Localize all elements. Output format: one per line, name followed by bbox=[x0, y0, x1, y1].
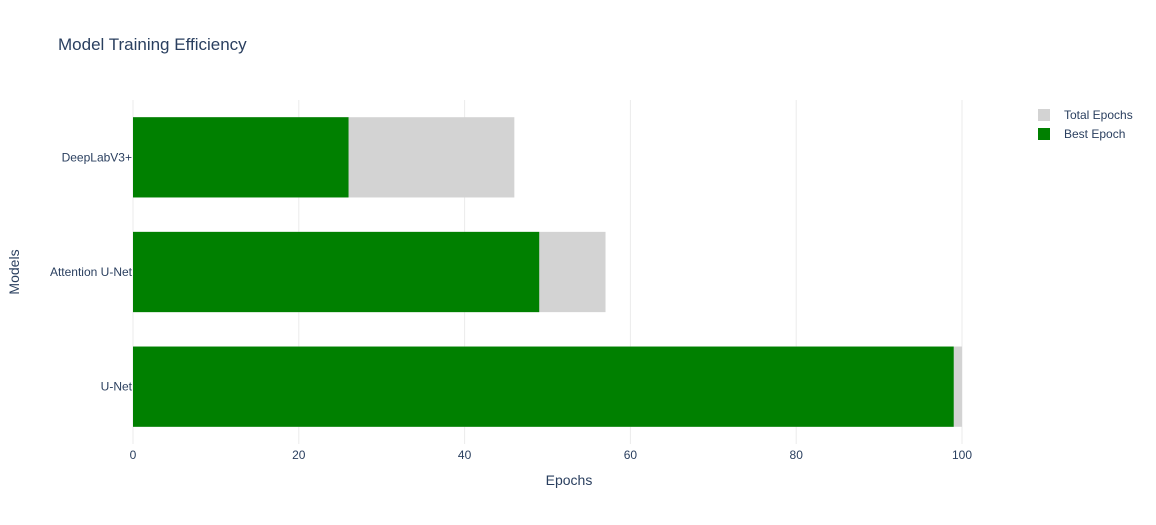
x-tick-label: 60 bbox=[624, 448, 638, 462]
x-tick-label: 40 bbox=[458, 448, 472, 462]
x-tick-label: 100 bbox=[952, 448, 972, 462]
y-axis-title: Models bbox=[6, 249, 22, 294]
bar-best-epoch-deeplabv3-[interactable] bbox=[133, 117, 349, 198]
legend-item-best-epoch[interactable]: Best Epoch bbox=[1038, 127, 1125, 141]
y-tick-label: U-Net bbox=[101, 380, 133, 394]
bar-best-epoch-attention-u-net[interactable] bbox=[133, 231, 540, 313]
legend-swatch bbox=[1038, 109, 1050, 121]
x-tick-label: 0 bbox=[130, 448, 137, 462]
x-tick-labels: 0 20 40 60 80 100 bbox=[130, 448, 973, 462]
y-tick-label: Attention U-Net bbox=[50, 265, 133, 279]
legend-item-total-epochs[interactable]: Total Epochs bbox=[1038, 108, 1133, 122]
x-axis-title: Epochs bbox=[546, 472, 593, 488]
legend-swatch bbox=[1038, 128, 1050, 140]
y-tick-labels: U-Net Attention U-Net DeepLabV3+ bbox=[50, 150, 133, 393]
chart-title: Model Training Efficiency bbox=[58, 35, 247, 54]
legend[interactable]: Total Epochs Best Epoch bbox=[1038, 108, 1133, 141]
legend-label: Total Epochs bbox=[1064, 108, 1133, 122]
x-tick-label: 20 bbox=[292, 448, 306, 462]
y-tick-label: DeepLabV3+ bbox=[62, 150, 132, 164]
x-tick-label: 80 bbox=[790, 448, 804, 462]
legend-label: Best Epoch bbox=[1064, 127, 1125, 141]
bars bbox=[133, 117, 962, 427]
bar-best-epoch-u-net[interactable] bbox=[133, 346, 954, 427]
